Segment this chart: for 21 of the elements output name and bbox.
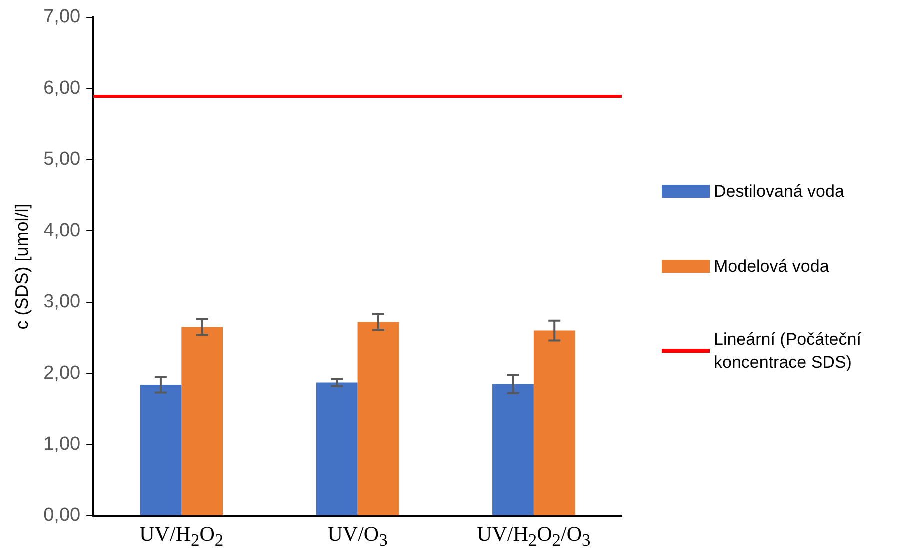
bar [534,330,576,516]
bar [140,384,182,516]
y-tick-label: 0,00 [44,505,81,526]
bar [316,382,358,516]
y-tick-label: 3,00 [44,292,81,313]
x-tick-label: UV/O$_{3}$ [328,522,388,552]
bar [182,327,224,516]
y-tick-label: 5,00 [44,149,81,170]
bar [358,322,400,516]
x-tick-label: UV/H$_{2}$O$_{2}$ [140,522,224,552]
legend-label: Destilovaná voda [714,181,846,203]
legend-label: Modelová voda [714,256,830,278]
y-tick-label: 7,00 [44,6,81,28]
y-tick-label: 4,00 [44,220,81,242]
x-tick-label: UV/H$_{2}$O$_{2}$/O$_{3}$ [477,522,591,552]
y-tick-label: 6,00 [44,78,81,99]
bar [492,384,534,516]
y-axis-title: c (SDS) [umol/l] [12,204,32,330]
y-tick-label: 1,00 [44,434,81,456]
y-tick-label: 2,00 [44,362,81,384]
legend-label: Lineární (Počáteční koncentrace SDS) [714,329,862,374]
